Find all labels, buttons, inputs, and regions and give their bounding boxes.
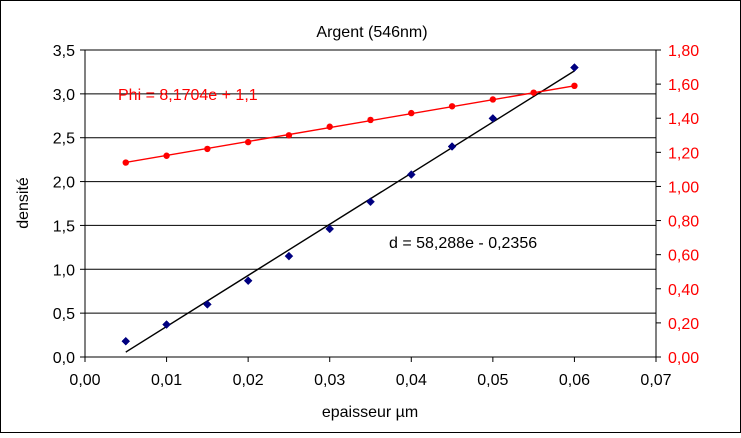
y-tick-label: 3,5 [53,43,75,60]
y2-tick-label: 0,80 [668,214,699,231]
density-point [162,320,171,329]
phi-point [367,116,374,124]
phi-point [571,82,578,90]
density-point [284,251,294,261]
phi-point [122,159,129,166]
phi-point [408,109,415,117]
phi-point [163,152,170,159]
y-tick-label: 2,5 [53,131,75,148]
density-point [570,63,579,72]
density-point [325,224,335,234]
y-axis-label: densité [15,177,32,229]
density-point [366,197,375,207]
x-tick-label: 0,06 [559,372,590,389]
phi-point [489,96,497,103]
x-tick-label: 0,00 [69,372,100,389]
density-point [406,170,416,179]
x-tick-label: 0,01 [151,372,182,389]
phi-point [448,103,456,110]
y-tick-label: 3,0 [53,87,75,104]
y-tick-label: 0,5 [53,306,75,323]
y2-tick-label: 0,40 [668,282,699,299]
x-axis-label: epaisseur µm [322,404,418,421]
y2-tick-label: 0,60 [668,248,699,265]
x-tick-label: 0,05 [477,372,508,389]
y2-tick-label: 1,60 [668,77,699,94]
density-point [121,336,131,346]
trendlines [125,70,575,353]
density-point [203,300,212,309]
grid-lines [85,49,656,314]
y-tick-label: 0,0 [53,350,75,367]
x-tick-label: 0,02 [233,372,264,389]
data-points [121,63,579,346]
phi-point [244,138,252,146]
x-tick-label: 0,07 [640,372,671,389]
phi-point [530,89,537,96]
y2-tick-label: 0,20 [668,316,699,333]
y-tick-label: 2,0 [53,175,75,192]
y-tick-label: 1,5 [53,218,75,235]
density-point [488,114,498,123]
density-equation: d = 58,288e - 0,2356 [389,235,537,252]
density-trendline [125,70,575,353]
y2-tick-label: 1,80 [668,43,699,60]
phi-trendline [125,85,575,164]
phi-equation: Phi = 8,1704e + 1,1 [118,87,258,104]
axis-ticks: 0,0 0,5 1,0 1,5 2,0 2,5 3,0 3,5 0,00 0,20 0,40 0,60… [53,43,699,389]
y-tick-label: 1,0 [53,262,75,279]
phi-point [326,123,333,130]
phi-point [204,145,211,153]
y2-tick-label: 1,00 [668,179,699,196]
phi-point [285,132,293,139]
x-tick-label: 0,03 [314,372,345,389]
density-point [243,276,253,286]
y2-tick-label: 1,20 [668,145,699,162]
y2-tick-label: 1,40 [668,111,699,128]
density-point [447,142,457,151]
y2-tick-label: 0,00 [668,350,699,367]
chart-title: Argent (546nm) [316,24,427,41]
x-tick-label: 0,04 [396,372,427,389]
